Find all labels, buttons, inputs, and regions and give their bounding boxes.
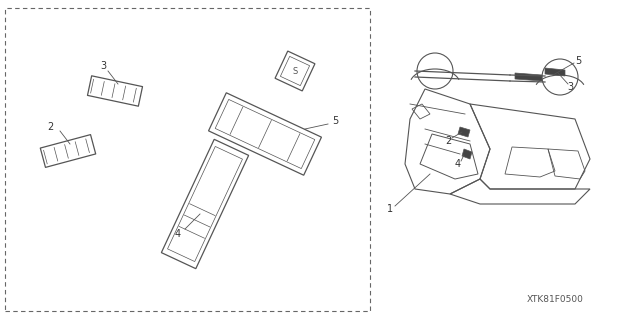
Text: 4: 4: [455, 159, 461, 169]
Text: 3: 3: [100, 61, 106, 71]
Text: 5: 5: [575, 56, 581, 66]
Text: 5: 5: [332, 116, 338, 126]
Polygon shape: [545, 68, 565, 76]
Polygon shape: [458, 127, 470, 137]
Text: 1: 1: [387, 204, 393, 214]
Text: XTK81F0500: XTK81F0500: [527, 294, 584, 303]
Text: 3: 3: [567, 82, 573, 92]
Text: 2: 2: [47, 122, 53, 132]
Text: 2: 2: [445, 136, 451, 146]
Text: 4: 4: [175, 229, 181, 239]
Bar: [5, 8, 370, 311]
Polygon shape: [462, 149, 472, 159]
Text: S: S: [292, 66, 298, 76]
Polygon shape: [515, 73, 542, 81]
